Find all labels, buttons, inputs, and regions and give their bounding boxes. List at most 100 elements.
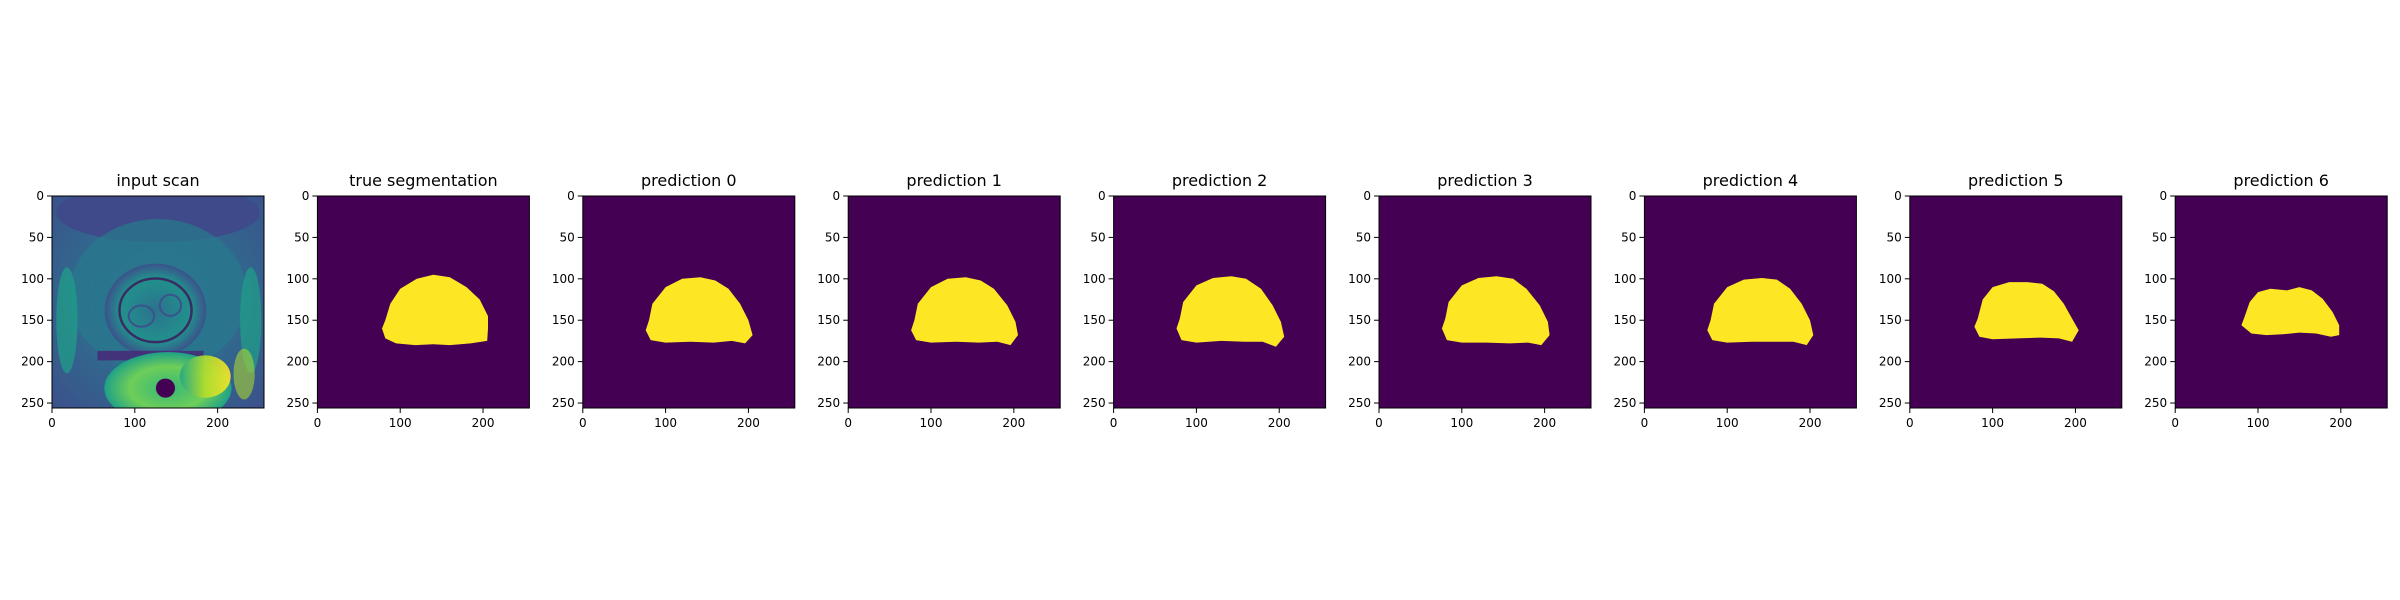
y-tick-label: 250 xyxy=(1613,396,1636,410)
panel-title: true segmentation xyxy=(349,171,498,190)
panel-title: prediction 6 xyxy=(2233,171,2329,190)
y-tick-label: 200 xyxy=(1348,355,1371,369)
y-tick-label: 100 xyxy=(1613,272,1636,286)
y-tick-label: 250 xyxy=(1348,396,1371,410)
panel: prediction 5 0 100 200 0 50 100 150 200 250 xyxy=(1879,171,2123,430)
y-tick-label: 100 xyxy=(1083,272,1106,286)
y-tick-label: 0 xyxy=(36,189,44,203)
panel: input scan 0 100 200 0 50 100 150 200 250 xyxy=(21,171,265,430)
y-tick-label: 100 xyxy=(1879,272,1902,286)
y-tick-label: 250 xyxy=(1083,396,1106,410)
y-tick-label: 0 xyxy=(567,189,575,203)
segmentation-mask xyxy=(645,277,753,344)
x-tick-label: 0 xyxy=(314,416,322,430)
y-tick-label: 200 xyxy=(21,355,44,369)
y-tick-label: 150 xyxy=(552,313,575,327)
mask-image xyxy=(317,196,530,408)
panel-title: prediction 4 xyxy=(1703,171,1799,190)
y-tick-label: 0 xyxy=(833,189,841,203)
y-tick-label: 0 xyxy=(1098,189,1106,203)
panel-title: prediction 1 xyxy=(906,171,1002,190)
y-tick-label: 50 xyxy=(1887,230,1902,244)
x-tick-label: 0 xyxy=(1906,416,1914,430)
y-tick-label: 200 xyxy=(1613,355,1636,369)
segmentation-mask xyxy=(382,274,488,346)
y-tick-label: 150 xyxy=(1348,313,1371,327)
y-tick-label: 50 xyxy=(29,230,44,244)
axes-frame xyxy=(1643,195,1857,409)
x-tick-label: 100 xyxy=(123,416,146,430)
scan-image xyxy=(52,196,264,408)
y-tick-label: 50 xyxy=(825,230,840,244)
x-tick-label: 0 xyxy=(1641,416,1649,430)
y-tick-label: 200 xyxy=(552,355,575,369)
x-tick-label: 0 xyxy=(579,416,587,430)
y-tick-label: 150 xyxy=(286,313,309,327)
y-tick-label: 50 xyxy=(1621,230,1636,244)
y-tick-label: 200 xyxy=(1879,355,1902,369)
x-tick-label: 100 xyxy=(1450,416,1473,430)
segmentation-mask xyxy=(1707,278,1814,346)
mask-image xyxy=(1644,196,1857,408)
x-tick-label: 200 xyxy=(1799,416,1822,430)
y-tick-label: 100 xyxy=(2144,272,2167,286)
y-tick-label: 250 xyxy=(1879,396,1902,410)
x-tick-label: 200 xyxy=(2329,416,2352,430)
y-tick-label: 150 xyxy=(1613,313,1636,327)
segmentation-mask xyxy=(1974,282,2079,342)
mask-image xyxy=(2175,196,2388,408)
y-tick-label: 0 xyxy=(1629,189,1637,203)
y-tick-label: 100 xyxy=(286,272,309,286)
segmentation-mask xyxy=(1441,276,1550,346)
panel-title: prediction 3 xyxy=(1437,171,1533,190)
y-tick-label: 0 xyxy=(302,189,310,203)
segmentation-mask xyxy=(911,277,1018,346)
y-tick-label: 150 xyxy=(21,313,44,327)
mask-image xyxy=(1909,196,2122,408)
x-tick-label: 100 xyxy=(920,416,943,430)
segmentation-mask xyxy=(2241,287,2340,337)
y-tick-label: 250 xyxy=(552,396,575,410)
panel: prediction 0 0 100 200 0 50 100 150 200 250 xyxy=(552,171,796,430)
x-tick-label: 0 xyxy=(1110,416,1118,430)
x-tick-label: 200 xyxy=(472,416,495,430)
axes-frame xyxy=(847,195,1061,409)
x-tick-label: 0 xyxy=(48,416,56,430)
y-tick-label: 250 xyxy=(286,396,309,410)
panel: prediction 2 0 100 200 0 50 100 150 200 250 xyxy=(1083,171,1327,430)
panel-title: prediction 2 xyxy=(1172,171,1268,190)
y-tick-label: 200 xyxy=(1083,355,1106,369)
y-tick-label: 50 xyxy=(1356,230,1371,244)
panel: prediction 3 0 100 200 0 50 100 150 200 250 xyxy=(1348,171,1592,430)
x-tick-label: 200 xyxy=(1533,416,1556,430)
y-tick-label: 50 xyxy=(294,230,309,244)
x-tick-label: 0 xyxy=(844,416,852,430)
y-tick-label: 100 xyxy=(552,272,575,286)
x-tick-label: 200 xyxy=(1268,416,1291,430)
x-tick-label: 100 xyxy=(2247,416,2270,430)
y-tick-label: 200 xyxy=(2144,355,2167,369)
x-tick-label: 100 xyxy=(1981,416,2004,430)
axes-frame xyxy=(2174,195,2388,409)
panels-layer: input scan 0 100 200 0 50 100 150 200 250 true seg… xyxy=(21,171,2388,430)
x-tick-label: 0 xyxy=(1375,416,1383,430)
y-tick-label: 50 xyxy=(560,230,575,244)
x-tick-label: 100 xyxy=(1185,416,1208,430)
mask-image xyxy=(582,196,795,408)
y-tick-label: 50 xyxy=(1090,230,1105,244)
panel-title: prediction 0 xyxy=(641,171,737,190)
axes-frame xyxy=(1909,195,2123,409)
axes-frame xyxy=(582,195,796,409)
y-tick-label: 50 xyxy=(2152,230,2167,244)
axes-frame xyxy=(1113,195,1327,409)
y-tick-label: 150 xyxy=(2144,313,2167,327)
y-tick-label: 250 xyxy=(817,396,840,410)
y-tick-label: 200 xyxy=(286,355,309,369)
y-tick-label: 100 xyxy=(21,272,44,286)
panel: prediction 4 0 100 200 0 50 100 150 200 250 xyxy=(1613,171,1857,430)
mask-image xyxy=(1379,196,1591,408)
y-tick-label: 0 xyxy=(1894,189,1902,203)
x-tick-label: 100 xyxy=(1716,416,1739,430)
panel-title: input scan xyxy=(116,171,199,190)
